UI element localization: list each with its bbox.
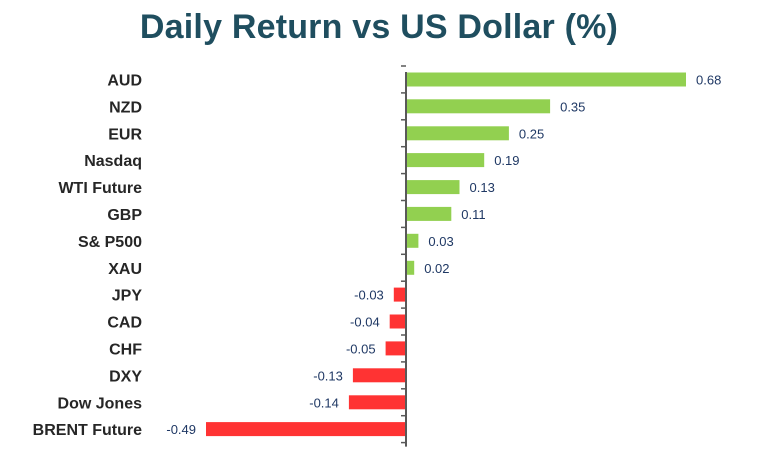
- category-label: JPY: [112, 288, 143, 305]
- bar: [406, 72, 686, 87]
- category-label: GBP: [107, 207, 142, 224]
- value-label: 0.19: [494, 153, 519, 168]
- category-label: S& P500: [78, 234, 142, 251]
- value-label: 0.02: [424, 261, 449, 276]
- category-label: DXY: [109, 368, 142, 385]
- value-label: -0.13: [313, 368, 343, 383]
- bar: [406, 99, 551, 114]
- bar: [206, 422, 406, 437]
- value-label: 0.68: [696, 72, 721, 87]
- bar: [406, 126, 509, 141]
- value-label: -0.03: [354, 288, 384, 303]
- value-label: 0.03: [428, 234, 453, 249]
- chart-title: Daily Return vs US Dollar (%): [139, 8, 619, 46]
- value-label: 0.13: [470, 180, 495, 195]
- bar: [385, 341, 406, 356]
- category-label: CHF: [109, 341, 142, 358]
- category-label: Dow Jones: [58, 395, 143, 412]
- category-label: XAU: [108, 261, 142, 278]
- bar: [406, 153, 485, 168]
- value-label: 0.35: [560, 99, 585, 114]
- value-label: -0.04: [350, 315, 380, 330]
- value-label: -0.14: [309, 395, 339, 410]
- value-label: -0.05: [346, 341, 376, 356]
- bar: [389, 314, 406, 329]
- bar: [406, 233, 419, 248]
- category-label: NZD: [109, 99, 142, 116]
- bar: [406, 180, 460, 195]
- category-label: CAD: [107, 315, 142, 332]
- category-label: BRENT Future: [33, 422, 142, 439]
- value-label: 0.25: [519, 126, 544, 141]
- bar: [352, 368, 406, 383]
- bar: [393, 287, 406, 302]
- category-label: EUR: [108, 126, 142, 143]
- value-label: 0.11: [461, 207, 485, 222]
- bar: [406, 260, 415, 275]
- category-label: WTI Future: [58, 180, 142, 197]
- value-label: -0.49: [166, 422, 196, 437]
- category-label: Nasdaq: [84, 153, 142, 170]
- bar: [348, 395, 406, 410]
- bar: [406, 206, 452, 221]
- category-label: AUD: [107, 72, 142, 89]
